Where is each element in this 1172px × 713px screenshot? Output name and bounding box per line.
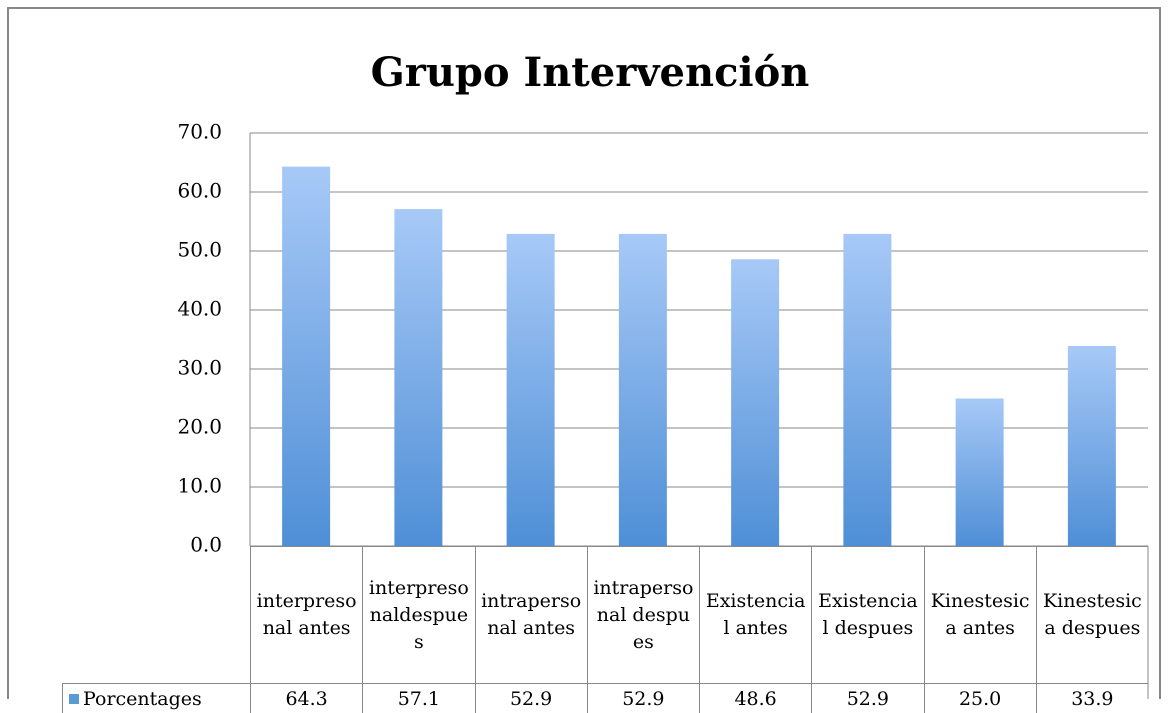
value-cell: 64.3	[250, 683, 363, 713]
y-tick-label: 60.0	[177, 179, 222, 203]
y-tick-label: 30.0	[177, 356, 222, 380]
bar	[955, 398, 1004, 546]
y-tick-label: 40.0	[177, 297, 222, 321]
y-tick-label: 0.0	[190, 533, 222, 557]
frame	[7, 7, 1161, 699]
bar	[394, 209, 443, 547]
y-tick-label: 50.0	[177, 238, 222, 262]
bar	[843, 233, 892, 546]
category-cell: interpresonal antes	[250, 546, 363, 683]
y-tick-label: 20.0	[177, 415, 222, 439]
value-cell: 48.6	[699, 683, 812, 713]
category-cell: Kinestesica antes	[923, 546, 1036, 683]
y-tick-label: 70.0	[177, 120, 222, 144]
value-cell: 52.9	[811, 683, 924, 713]
value-cell: 25.0	[923, 683, 1036, 713]
y-tick-label: 10.0	[177, 474, 222, 498]
chart-title: Grupo Intervención	[371, 49, 810, 96]
bar	[506, 233, 555, 546]
bar	[1067, 345, 1116, 546]
bar	[282, 166, 331, 546]
value-cell: 57.1	[362, 683, 475, 713]
category-cell: intrapersonal antes	[474, 546, 587, 683]
category-cell: interpresonaldespues	[362, 546, 475, 683]
bar	[618, 233, 667, 546]
category-cell: intrapersonal despues	[586, 546, 699, 683]
category-cell: Existencial antes	[699, 546, 812, 683]
bar	[731, 259, 780, 546]
category-cell: Kinestesica despues	[1035, 546, 1148, 683]
value-cell: 33.9	[1035, 683, 1148, 713]
category-cell: Existencial despues	[811, 546, 924, 683]
legend-cell: Porcentages	[62, 683, 250, 713]
value-cell: 52.9	[586, 683, 699, 713]
value-cell: 52.9	[474, 683, 587, 713]
